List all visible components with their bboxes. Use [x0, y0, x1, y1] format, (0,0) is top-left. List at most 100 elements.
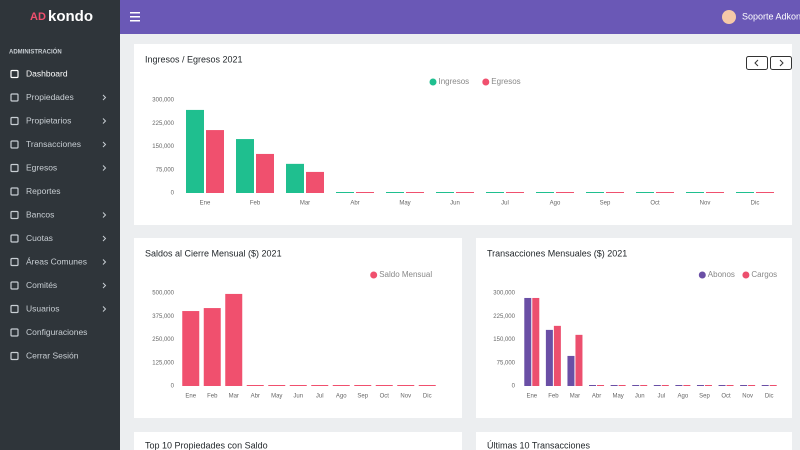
menu-item[interactable]: Propietarios: [26, 115, 71, 125]
x-tick-label: Nov: [700, 201, 711, 207]
x-tick-label: Mar: [229, 394, 239, 400]
menu-item[interactable]: Configuraciones: [26, 327, 87, 337]
x-tick-label: Dic: [765, 394, 774, 400]
bar: [606, 192, 624, 193]
bar: [306, 171, 324, 193]
submenu-chevron: [102, 141, 107, 148]
bar: [311, 385, 329, 386]
card: [476, 238, 792, 418]
x-tick-label: Feb: [250, 201, 261, 207]
bar: [289, 385, 307, 386]
y-tick-label: 0: [512, 384, 516, 390]
menu-item[interactable]: Cerrar Sesión: [26, 350, 79, 360]
bar: [683, 385, 691, 386]
legend-marker: [370, 271, 378, 279]
legend-marker: [482, 78, 490, 86]
menu-bar: [130, 20, 140, 22]
topbar: [120, 0, 800, 34]
x-tick-label: Ene: [526, 394, 537, 400]
x-tick-label: Sep: [357, 394, 368, 400]
button[interactable]: [770, 56, 792, 70]
x-tick-label: Jul: [316, 394, 324, 400]
bar: [418, 385, 436, 386]
bar: [456, 192, 474, 193]
sidebar: [0, 0, 120, 450]
x-tick-label: May: [271, 394, 282, 400]
bar: [761, 385, 769, 386]
chevron: [754, 59, 759, 67]
x-tick-label: Jun: [635, 394, 645, 400]
bar: [589, 385, 597, 386]
menu-icon: [10, 281, 19, 290]
y-tick-label: 0: [171, 384, 175, 390]
bar: [268, 385, 286, 386]
menu-item[interactable]: Propiedades: [26, 92, 74, 102]
legend-marker: [698, 271, 706, 279]
chart-title: Transacciones Mensuales ($) 2021: [487, 248, 627, 258]
panel-title: Últimas 10 Transacciones: [487, 440, 591, 450]
menu-item[interactable]: Usuarios: [26, 303, 60, 313]
x-tick-label: Oct: [380, 394, 390, 400]
x-tick-label: Abr: [592, 394, 601, 400]
x-tick-label: Dic: [423, 394, 432, 400]
bar: [186, 109, 204, 193]
menu-item[interactable]: Comités: [26, 280, 57, 290]
y-tick-label: 150,000: [493, 337, 515, 343]
x-tick-label: Oct: [650, 201, 660, 207]
menu-icon: [10, 257, 19, 267]
y-tick-label: 300,000: [152, 98, 174, 104]
bar: [575, 334, 583, 386]
bar: [567, 355, 575, 386]
menu-item[interactable]: Reportes: [26, 186, 61, 196]
bar: [748, 385, 756, 386]
menu-item[interactable]: Bancos: [26, 209, 54, 219]
button[interactable]: [746, 56, 768, 70]
next-button[interactable]: [770, 56, 792, 70]
x-tick-label: Nov: [742, 394, 753, 400]
menu-item[interactable]: Transacciones: [26, 139, 81, 149]
bar: [618, 385, 626, 386]
y-tick-label: 75,000: [497, 360, 516, 366]
x-tick-label: Mar: [300, 201, 310, 207]
x-tick-label: Oct: [721, 394, 731, 400]
bar: [336, 192, 354, 193]
bar: [286, 163, 304, 193]
submenu-chevron: [102, 212, 107, 218]
submenu-chevron: [102, 165, 107, 171]
menu-toggle[interactable]: [130, 12, 140, 22]
user-name[interactable]: Soporte Adkondo: [742, 11, 800, 21]
x-tick-label: May: [612, 394, 623, 400]
avatar[interactable]: [722, 10, 736, 24]
menu-bar: [130, 12, 140, 14]
prev-button[interactable]: [746, 56, 768, 70]
menu-icon: [10, 69, 19, 79]
bar: [632, 385, 640, 386]
menu-item[interactable]: Cuotas: [26, 233, 53, 243]
menu-item[interactable]: Egresos: [26, 162, 57, 172]
bar: [740, 385, 748, 386]
x-tick-label: Sep: [699, 394, 710, 400]
x-tick-label: Abr: [251, 394, 260, 400]
bar: [356, 192, 374, 193]
legend-label: Abonos: [708, 270, 735, 279]
brand-name: kondo: [48, 8, 93, 25]
bar: [182, 311, 200, 386]
y-tick-label: 125,000: [152, 360, 174, 366]
legend-label: Cargos: [751, 270, 777, 279]
menu-icon: [10, 304, 19, 314]
x-tick-label: Mar: [570, 394, 580, 400]
bar: [225, 293, 243, 386]
bar: [586, 192, 604, 193]
chevron: [779, 59, 784, 67]
x-tick-label: Sep: [600, 201, 611, 207]
bar: [397, 385, 415, 386]
menu-item[interactable]: Áreas Comunes: [26, 256, 87, 266]
x-tick-label: Jun: [293, 394, 303, 400]
bar: [696, 385, 704, 386]
menu-item[interactable]: Dashboard: [26, 68, 68, 78]
menu-icon: [10, 351, 19, 361]
legend-marker: [742, 271, 750, 279]
menu-bar: [130, 16, 140, 18]
